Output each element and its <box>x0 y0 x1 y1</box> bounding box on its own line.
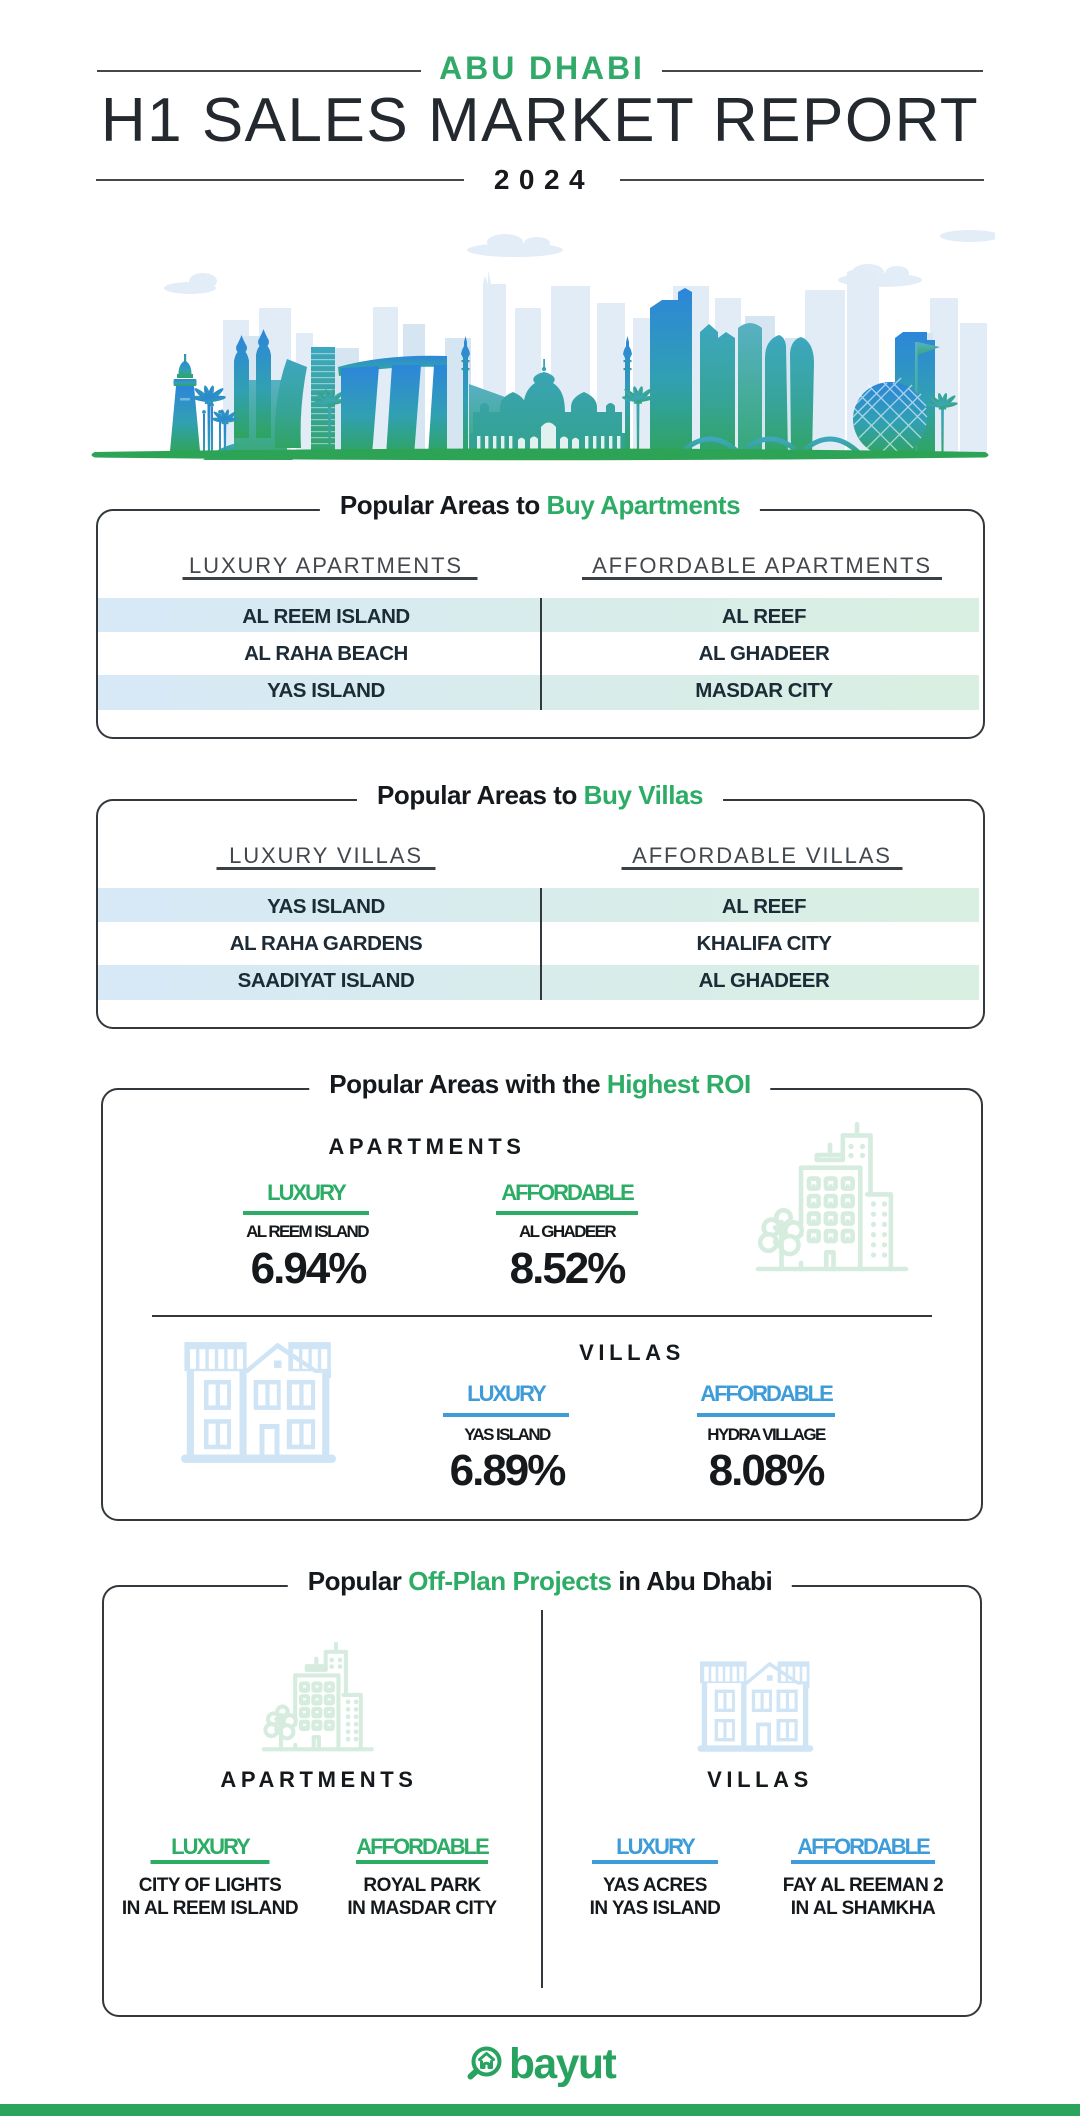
svg-text:bayut: bayut <box>509 2041 617 2088</box>
